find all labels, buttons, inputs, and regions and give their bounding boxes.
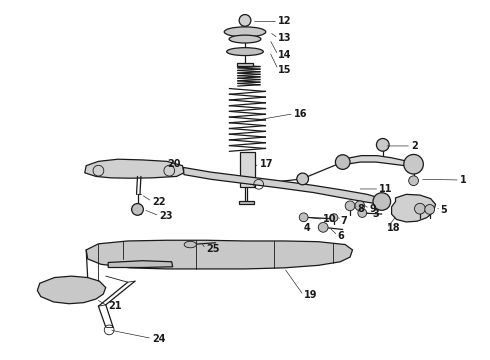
Circle shape bbox=[415, 203, 425, 214]
Ellipse shape bbox=[227, 48, 263, 55]
Polygon shape bbox=[37, 276, 106, 304]
Text: 10: 10 bbox=[323, 215, 337, 224]
Circle shape bbox=[335, 155, 350, 170]
Text: 8: 8 bbox=[357, 204, 364, 214]
Circle shape bbox=[425, 204, 435, 214]
Ellipse shape bbox=[224, 27, 266, 37]
Polygon shape bbox=[183, 167, 382, 204]
Polygon shape bbox=[392, 194, 436, 222]
Text: 15: 15 bbox=[278, 64, 292, 75]
Polygon shape bbox=[240, 152, 255, 187]
Text: 21: 21 bbox=[108, 301, 122, 311]
Text: 1: 1 bbox=[460, 175, 467, 185]
Text: 9: 9 bbox=[369, 204, 376, 214]
Text: 19: 19 bbox=[304, 291, 317, 301]
Circle shape bbox=[355, 201, 365, 211]
Circle shape bbox=[330, 214, 338, 221]
Text: 5: 5 bbox=[441, 206, 447, 216]
Polygon shape bbox=[239, 201, 254, 204]
Text: 17: 17 bbox=[260, 159, 273, 169]
Circle shape bbox=[358, 208, 367, 217]
Circle shape bbox=[409, 176, 418, 186]
Circle shape bbox=[239, 14, 251, 26]
Polygon shape bbox=[237, 63, 253, 66]
Text: 18: 18 bbox=[387, 224, 400, 233]
Text: 23: 23 bbox=[159, 211, 173, 221]
Circle shape bbox=[345, 201, 355, 211]
Text: 16: 16 bbox=[294, 109, 307, 119]
Text: 2: 2 bbox=[411, 141, 418, 151]
Text: 13: 13 bbox=[278, 33, 292, 43]
Circle shape bbox=[132, 203, 144, 215]
Text: 4: 4 bbox=[304, 224, 310, 233]
Text: 3: 3 bbox=[372, 209, 379, 219]
Text: 7: 7 bbox=[340, 216, 347, 226]
Polygon shape bbox=[108, 261, 172, 267]
Polygon shape bbox=[86, 240, 352, 269]
Text: 25: 25 bbox=[206, 244, 220, 254]
Text: 12: 12 bbox=[278, 17, 292, 27]
Text: 20: 20 bbox=[167, 159, 180, 169]
Circle shape bbox=[376, 139, 389, 151]
Text: 24: 24 bbox=[152, 333, 166, 343]
Text: 22: 22 bbox=[152, 197, 166, 207]
Circle shape bbox=[404, 154, 423, 174]
Circle shape bbox=[318, 222, 328, 232]
Ellipse shape bbox=[184, 241, 196, 248]
Text: 11: 11 bbox=[379, 184, 393, 194]
Circle shape bbox=[299, 213, 308, 222]
Text: 14: 14 bbox=[278, 50, 292, 60]
Polygon shape bbox=[85, 159, 184, 178]
Circle shape bbox=[297, 173, 309, 185]
Polygon shape bbox=[342, 156, 411, 166]
Text: 6: 6 bbox=[338, 231, 344, 240]
Ellipse shape bbox=[229, 35, 261, 43]
Circle shape bbox=[373, 193, 391, 210]
